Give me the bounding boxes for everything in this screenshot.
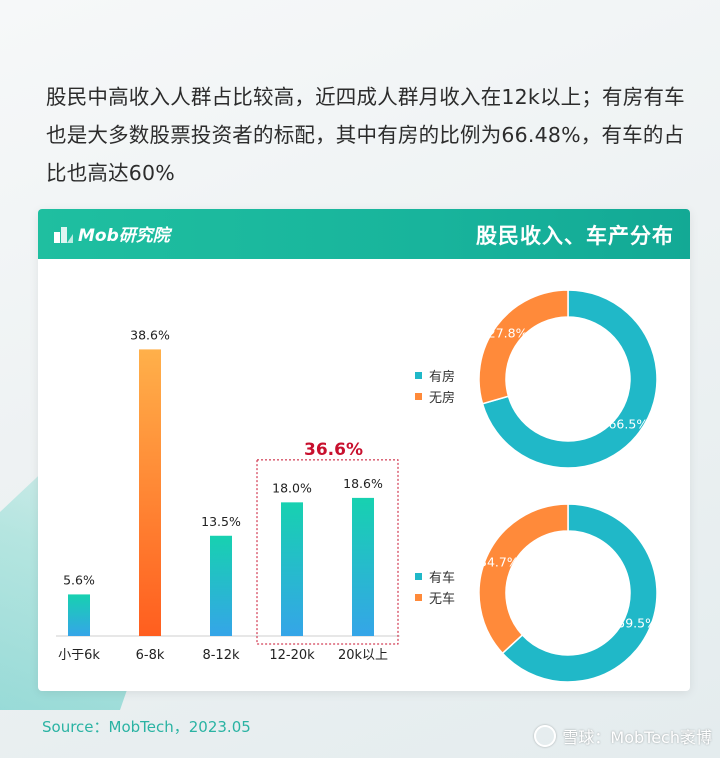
legend-item-house-no: 无房 <box>415 386 455 407</box>
car-slice-label: 34.7% <box>479 555 519 570</box>
bar <box>139 349 161 636</box>
x-tick-label: 8-12k <box>202 648 240 663</box>
house-slice-label: 66.5% <box>608 416 648 431</box>
bar <box>281 502 303 636</box>
card-title: 股民收入、车产分布 <box>476 224 674 248</box>
x-tick-label: 小于6k <box>58 648 100 663</box>
logo-text: Mob研究院 <box>78 226 170 246</box>
snowball-icon <box>534 725 557 747</box>
x-tick-label: 12-20k <box>269 648 315 663</box>
legend-label: 有车 <box>429 571 456 586</box>
car-slice-label: 59.5% <box>617 615 657 630</box>
house-donut-chart: 66.5% 27.8% <box>478 289 658 469</box>
mob-logo-icon <box>54 226 73 243</box>
house-slice <box>478 289 569 405</box>
legend-swatch <box>415 372 422 379</box>
headline-text: 股民中高收入人群占比较高，近四成人群月收入在12k以上；有房有车也是大多数股票投… <box>46 85 685 185</box>
bar-value-label: 38.6% <box>130 327 170 342</box>
legend-swatch <box>415 393 422 400</box>
x-tick-label: 6-8k <box>136 648 165 663</box>
bar-value-label: 18.0% <box>272 480 312 495</box>
house-slice-label: 27.8% <box>488 326 528 341</box>
legend-label: 有房 <box>429 370 456 385</box>
highlight-total-label: 36.6% <box>304 440 363 460</box>
car-donut-chart: 59.5% 34.7% <box>478 503 658 683</box>
legend-item-car-yes: 有车 <box>415 566 455 587</box>
card-header: Mob研究院 股民收入、车产分布 <box>38 209 690 259</box>
car-slice <box>501 503 658 683</box>
car-slice <box>478 503 569 655</box>
bar <box>352 497 374 636</box>
house-legend: 有房 无房 <box>415 365 455 407</box>
watermark-text: 雪球：MobTech袤博 <box>562 728 712 747</box>
mob-logo: Mob研究院 <box>52 221 170 246</box>
highlight-box <box>256 459 399 645</box>
legend-item-car-no: 无车 <box>415 587 455 608</box>
legend-label: 无车 <box>429 592 456 607</box>
chart-card: Mob研究院 股民收入、车产分布 5.6% 小于6k 38.6% 6-8k 13.5% 8… <box>38 209 690 691</box>
bar <box>68 594 90 636</box>
legend-swatch <box>415 573 422 580</box>
legend-swatch <box>415 594 422 601</box>
bar <box>210 535 232 636</box>
watermark: 雪球：MobTech袤博 <box>534 724 712 748</box>
income-bar-chart: 5.6% 小于6k 38.6% 6-8k 13.5% 8-12k 18.0% 12-20k 18… <box>56 327 400 663</box>
legend-label: 无房 <box>429 391 456 406</box>
x-tick-label: 20k以上 <box>338 648 388 663</box>
car-legend: 有车 无车 <box>415 566 455 608</box>
legend-item-house-yes: 有房 <box>415 365 455 386</box>
bar-value-label: 13.5% <box>201 514 241 529</box>
source-note: Source：MobTech，2023.05 <box>42 718 251 736</box>
bar-value-label: 5.6% <box>63 572 95 587</box>
bar-value-label: 18.6% <box>343 476 383 491</box>
house-slice <box>481 289 658 469</box>
